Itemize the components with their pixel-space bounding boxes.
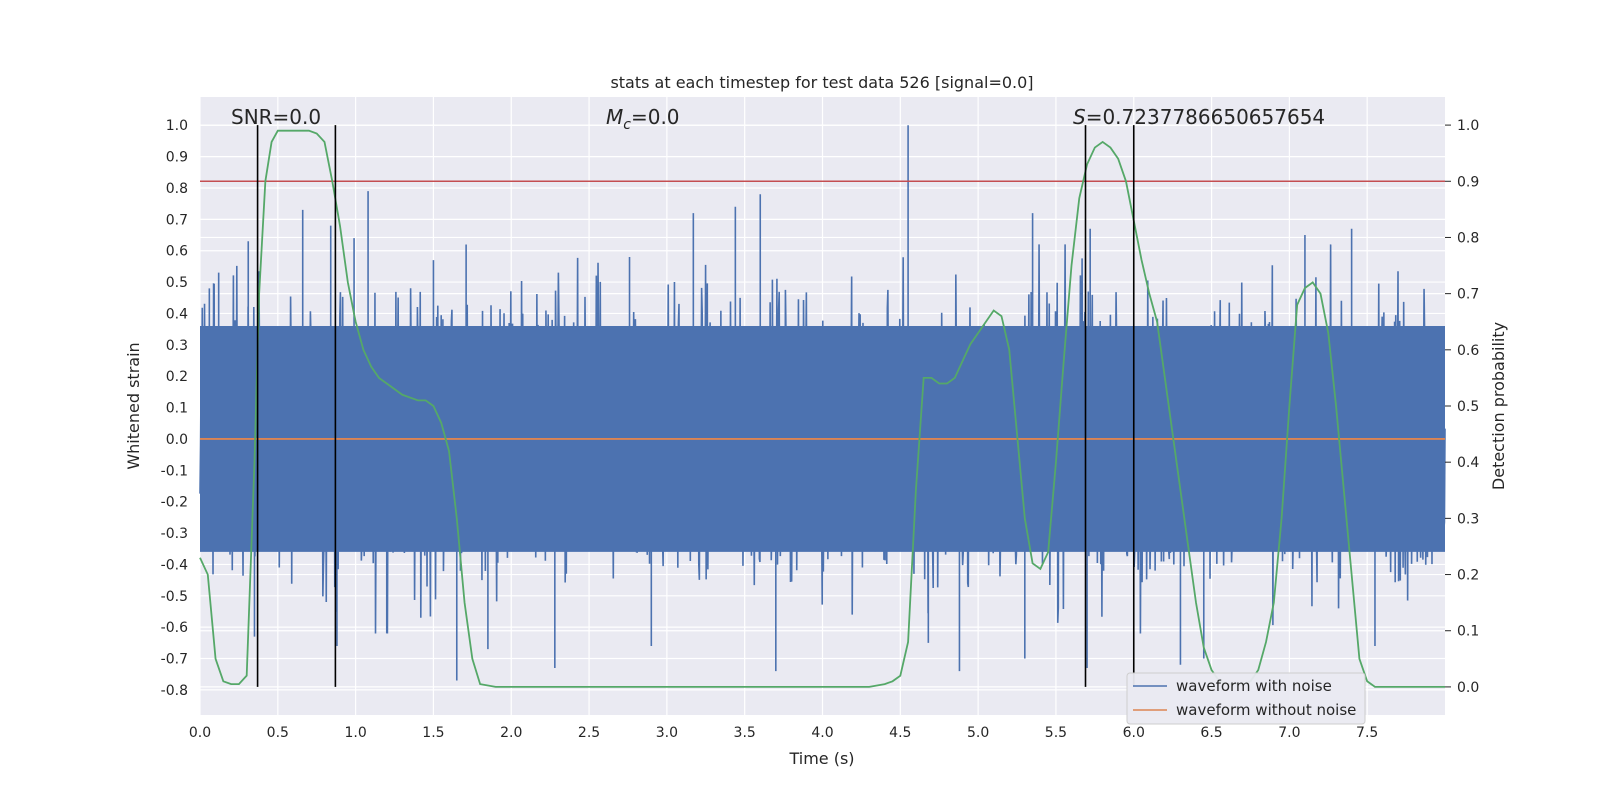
x-tick-label: 6.5 bbox=[1200, 725, 1222, 741]
y-tick-label: 0.6 bbox=[166, 244, 188, 260]
y-axis-label: Whitened strain bbox=[124, 342, 143, 469]
y-tick-label: -0.5 bbox=[161, 589, 188, 605]
x-axis-label: Time (s) bbox=[788, 749, 854, 768]
probability-line bbox=[199, 129, 1445, 688]
y2-tick-label: 0.6 bbox=[1457, 343, 1479, 359]
y-tick-label: -0.2 bbox=[161, 495, 188, 511]
y-tick-label: -0.6 bbox=[161, 620, 188, 636]
y2-tick-label: 0.3 bbox=[1457, 511, 1479, 527]
detection-windows bbox=[256, 125, 1135, 687]
chart-title: stats at each timestep for test data 526… bbox=[610, 73, 1033, 92]
x-tick-label: 5.0 bbox=[967, 725, 989, 741]
y-tick-label: -0.8 bbox=[161, 683, 188, 699]
y2-tick-label: 0.1 bbox=[1457, 624, 1479, 640]
x-tick-label: 5.5 bbox=[1045, 725, 1067, 741]
x-tick-label: 2.0 bbox=[500, 725, 522, 741]
y-tick-label: 0.9 bbox=[166, 150, 188, 166]
y-tick-label: 0.2 bbox=[166, 369, 188, 385]
y2-axis-label: Detection probability bbox=[1489, 322, 1508, 490]
x-tick-label: 4.5 bbox=[889, 725, 911, 741]
x-tick-label: 4.0 bbox=[811, 725, 833, 741]
y2-tick-label: 0.5 bbox=[1457, 399, 1479, 415]
probability-curve bbox=[199, 129, 1445, 688]
y-tick-label: 0.0 bbox=[166, 432, 188, 448]
y-tick-label: -0.3 bbox=[161, 526, 188, 542]
y-tick-label: -0.7 bbox=[161, 652, 188, 668]
legend-box bbox=[1126, 672, 1366, 725]
legend-label-clean: waveform without noise bbox=[1176, 701, 1356, 719]
y2-tick-label: 0.4 bbox=[1457, 455, 1479, 471]
y2-tick-label: 0.8 bbox=[1457, 230, 1479, 246]
chirp-mass-annotation: Mc=0.0 bbox=[606, 105, 680, 133]
score-annotation: S=0.7237786650657654 bbox=[1073, 105, 1325, 129]
x-tick-label: 1.5 bbox=[422, 725, 444, 741]
y2-tick-label: 0.2 bbox=[1457, 568, 1479, 584]
y-tick-label: 0.5 bbox=[166, 275, 188, 291]
y-tick-label: -0.4 bbox=[161, 557, 188, 573]
y-tick-label: 0.3 bbox=[166, 338, 188, 354]
x-tick-label: 0.5 bbox=[267, 725, 289, 741]
x-tick-label: 7.0 bbox=[1278, 725, 1300, 741]
axes: 0.0 0.5 1.0 1.5 2.0 2.5 3.0 3.5 4.0 4.5 5.0 5.5 6.0 6… bbox=[161, 118, 1480, 741]
snr-annotation: SNR=0.0 bbox=[231, 105, 321, 129]
x-tick-label: 7.5 bbox=[1356, 725, 1378, 741]
x-tick-label: 1.0 bbox=[344, 725, 366, 741]
y-tick-label: 1.0 bbox=[166, 118, 188, 134]
y2-tick-label: 0.0 bbox=[1457, 680, 1479, 696]
x-tick-label: 3.5 bbox=[734, 725, 756, 741]
y-tick-label: -0.1 bbox=[161, 463, 188, 479]
y-tick-label: 0.7 bbox=[166, 212, 188, 228]
y-tick-label: 0.4 bbox=[166, 306, 188, 322]
y2-tick-label: 0.7 bbox=[1457, 287, 1479, 303]
x-tick-label: 3.0 bbox=[656, 725, 678, 741]
x-tick-label: 0.0 bbox=[189, 725, 211, 741]
legend-label-noisy: waveform with noise bbox=[1176, 677, 1332, 695]
y-tick-label: 0.8 bbox=[166, 181, 188, 197]
y2-tick-label: 0.9 bbox=[1457, 174, 1479, 190]
x-tick-label: 6.0 bbox=[1123, 725, 1145, 741]
x-tick-label: 2.5 bbox=[578, 725, 600, 741]
y-tick-label: 0.1 bbox=[166, 401, 188, 417]
y2-tick-label: 1.0 bbox=[1457, 118, 1479, 134]
legend: waveform with noise waveform without noi… bbox=[1126, 672, 1366, 725]
